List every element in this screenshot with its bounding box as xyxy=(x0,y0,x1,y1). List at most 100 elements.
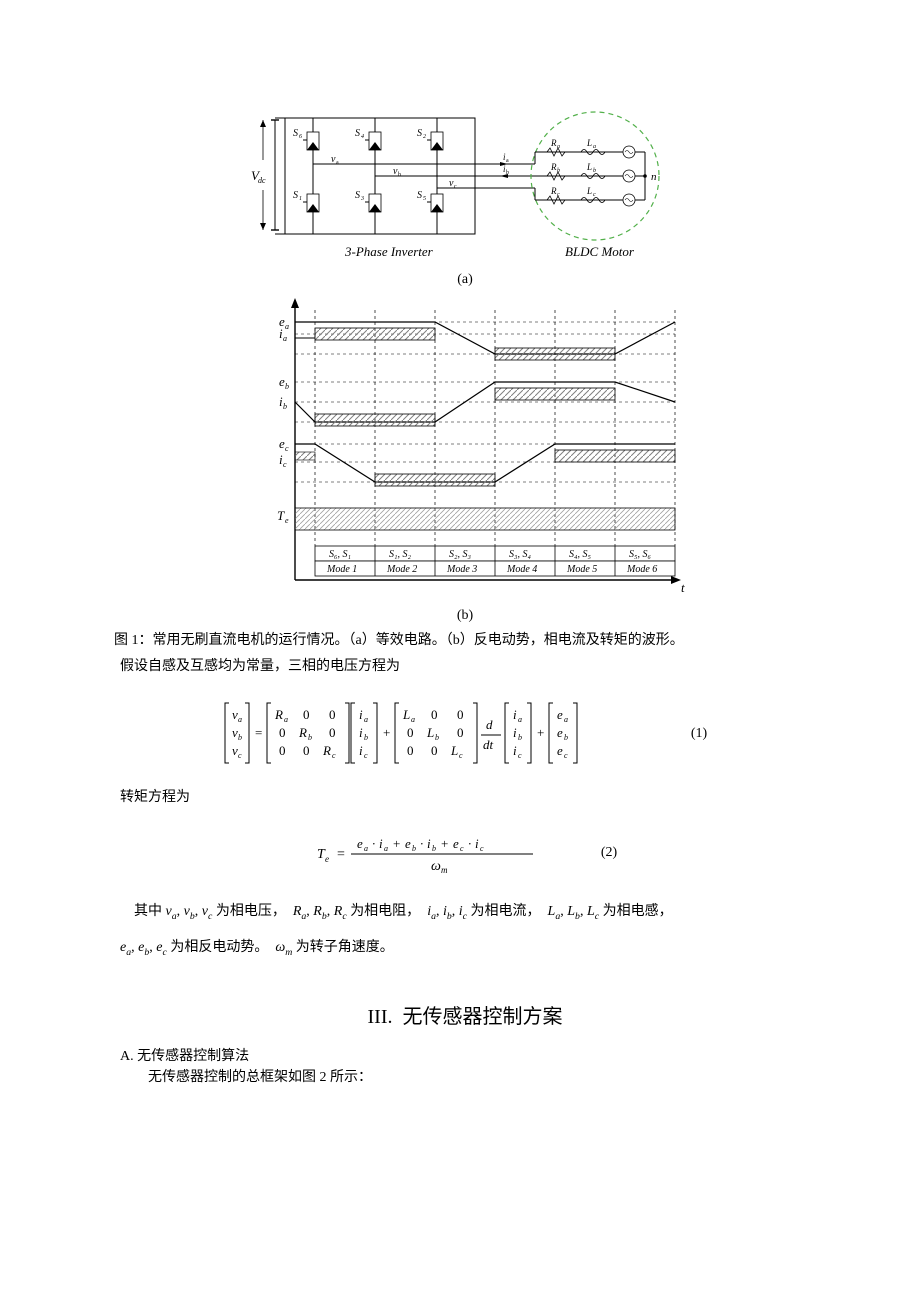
svg-text:e: e xyxy=(557,725,563,740)
svg-text:S: S xyxy=(417,128,422,139)
svg-text:Mode 4: Mode 4 xyxy=(506,564,537,575)
svg-text:BLDC Motor: BLDC Motor xyxy=(565,244,635,259)
svg-text:0: 0 xyxy=(457,725,464,740)
svg-text:T: T xyxy=(277,508,285,523)
svg-text:0: 0 xyxy=(407,725,414,740)
svg-text:a: a xyxy=(411,715,415,724)
svg-text:=: = xyxy=(255,725,262,740)
svg-text:S₅, S₆: S₅, S₆ xyxy=(629,549,651,560)
svg-text:S: S xyxy=(355,190,360,201)
svg-text:c: c xyxy=(518,751,522,760)
svg-text:i: i xyxy=(475,836,479,851)
svg-text:Mode 1: Mode 1 xyxy=(326,564,357,575)
figure-b: t ea ia eb ib ec ic Te xyxy=(120,294,810,624)
svg-text:e: e xyxy=(557,743,563,758)
svg-text:c: c xyxy=(459,751,463,760)
svg-text:e: e xyxy=(453,836,459,851)
svg-text:b: b xyxy=(364,733,368,742)
svg-text:b: b xyxy=(308,733,312,742)
svg-text:a: a xyxy=(384,844,388,853)
svg-text:c: c xyxy=(480,844,484,853)
figure-1-caption: 图 1：常用无刷直流电机的运行情况。（a）等效电路。（b）反电动势，相电流及转矩… xyxy=(114,630,810,652)
svg-text:c: c xyxy=(454,184,457,190)
svg-text:a: a xyxy=(564,715,568,724)
svg-text:0: 0 xyxy=(431,707,438,722)
svg-text:c: c xyxy=(593,192,596,198)
svg-text:S₄, S₅: S₄, S₅ xyxy=(569,549,591,560)
svg-text:a: a xyxy=(336,160,339,166)
svg-text:c: c xyxy=(564,751,568,760)
svg-text:Mode 6: Mode 6 xyxy=(626,564,657,575)
svg-text:a: a xyxy=(285,322,289,331)
svg-text:+: + xyxy=(383,725,390,740)
svg-text:0: 0 xyxy=(303,743,310,758)
svg-text:·: · xyxy=(420,836,423,851)
svg-text:0: 0 xyxy=(329,725,336,740)
svg-text:i: i xyxy=(359,725,363,740)
svg-text:dc: dc xyxy=(258,176,266,185)
svg-text:c: c xyxy=(557,192,560,198)
vars-prefix: 其中 xyxy=(134,904,162,919)
svg-text:=: = xyxy=(337,847,345,862)
svg-text:d: d xyxy=(486,717,493,732)
svg-text:b: b xyxy=(412,844,416,853)
svg-text:i: i xyxy=(513,725,517,740)
svg-text:a: a xyxy=(518,715,522,724)
svg-text:4: 4 xyxy=(361,133,364,140)
svg-text:c: c xyxy=(283,460,287,469)
svg-text:R: R xyxy=(550,186,557,196)
svg-text:e: e xyxy=(405,836,411,851)
svg-text:a: a xyxy=(283,334,287,343)
svg-text:L: L xyxy=(402,707,410,722)
svg-text:Mode 5: Mode 5 xyxy=(566,564,597,575)
figure-a-svg: V dc S6 S1 xyxy=(235,100,695,270)
svg-text:i: i xyxy=(379,836,383,851)
svg-text:0: 0 xyxy=(407,743,414,758)
svg-text:S₁, S₂: S₁, S₂ xyxy=(389,549,411,560)
svg-text:b: b xyxy=(238,733,242,742)
svg-text:0: 0 xyxy=(329,707,336,722)
svg-text:·: · xyxy=(372,836,375,851)
svg-text:L: L xyxy=(426,725,434,740)
svg-text:6: 6 xyxy=(299,134,302,140)
svg-text:i: i xyxy=(513,743,517,758)
svg-text:a: a xyxy=(284,715,288,724)
svg-text:b: b xyxy=(564,733,568,742)
torque-line: 转矩方程为 xyxy=(120,785,810,812)
svg-text:S: S xyxy=(293,128,298,139)
svg-text:L: L xyxy=(450,743,458,758)
svg-text:S: S xyxy=(355,128,360,139)
svg-text:S: S xyxy=(417,190,422,201)
svg-text:0: 0 xyxy=(431,743,438,758)
svg-text:t: t xyxy=(681,580,685,595)
svg-text:e: e xyxy=(357,836,363,851)
svg-text:a: a xyxy=(506,158,509,164)
svg-text:b: b xyxy=(506,170,509,176)
svg-text:i: i xyxy=(359,743,363,758)
svg-text:b: b xyxy=(432,844,436,853)
svg-text:c: c xyxy=(238,751,242,760)
svg-text:a: a xyxy=(593,144,596,150)
svg-text:e: e xyxy=(285,516,289,525)
svg-text:m: m xyxy=(441,865,448,875)
svg-text:c: c xyxy=(460,844,464,853)
svg-text:a: a xyxy=(557,144,560,150)
svg-text:a: a xyxy=(364,844,368,853)
svg-text:0: 0 xyxy=(279,725,286,740)
svg-text:R: R xyxy=(550,162,557,172)
svg-text:ω: ω xyxy=(431,859,441,874)
figure-b-sub-caption: (b) xyxy=(120,608,810,624)
svg-text:b: b xyxy=(557,168,560,174)
svg-text:R: R xyxy=(322,743,331,758)
svg-text:i: i xyxy=(359,707,363,722)
svg-text:b: b xyxy=(518,733,522,742)
figure-a-sub-caption: (a) xyxy=(120,272,810,288)
svg-text:R: R xyxy=(550,138,557,148)
subsection-a-body: 无传感器控制的总框架如图 2 所示： xyxy=(120,1065,810,1092)
section-3-text: 无传感器控制方案 xyxy=(402,1006,562,1028)
figure-b-svg: t ea ia eb ib ec ic Te xyxy=(235,294,695,604)
svg-text:c: c xyxy=(332,751,336,760)
svg-text:Mode 2: Mode 2 xyxy=(386,564,417,575)
svg-text:b: b xyxy=(285,382,289,391)
svg-text:+: + xyxy=(441,836,448,851)
